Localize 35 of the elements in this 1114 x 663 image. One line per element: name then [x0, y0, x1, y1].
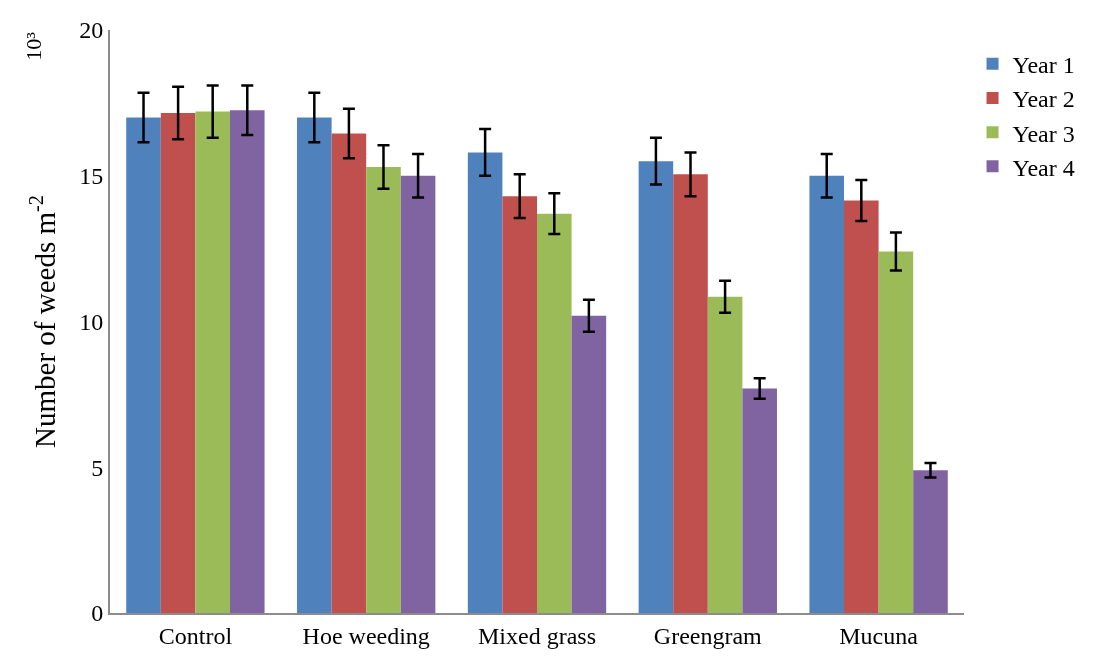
bar	[502, 196, 537, 613]
y-tick-label: 15	[79, 163, 104, 190]
bar	[571, 315, 607, 613]
y-tick-label: 0	[91, 600, 104, 627]
bar	[229, 110, 265, 613]
bar	[844, 200, 879, 613]
bar	[195, 111, 230, 613]
bar	[707, 296, 743, 613]
y-tick-label: 5	[91, 454, 104, 481]
text: 10³	[20, 31, 46, 61]
legend-label: Year 1	[1012, 52, 1075, 79]
x-tick-label: Hoe weeding	[302, 622, 430, 649]
bar	[673, 174, 708, 613]
legend-label: Year 2	[1012, 86, 1075, 113]
bar	[809, 175, 845, 613]
x-tick-label: Greengram	[653, 622, 763, 649]
legend-label: Year 3	[1012, 120, 1075, 147]
bar	[400, 175, 436, 613]
bar	[913, 470, 948, 613]
bar	[126, 117, 161, 613]
x-tick-label: Control	[158, 622, 233, 649]
bar	[742, 388, 777, 613]
x-tick-label: Mixed grass	[478, 622, 596, 649]
bar	[366, 167, 401, 613]
bar	[297, 117, 332, 613]
bar	[467, 152, 503, 613]
legend-label: Year 4	[1012, 154, 1075, 181]
y-tick-label: 20	[79, 17, 104, 44]
bar	[331, 133, 367, 613]
x-tick-label: Mucuna	[839, 622, 919, 649]
bar	[878, 251, 914, 613]
bar	[537, 213, 572, 613]
bar	[638, 161, 674, 613]
y-tick-label: 10	[79, 308, 104, 335]
bar	[160, 113, 196, 613]
